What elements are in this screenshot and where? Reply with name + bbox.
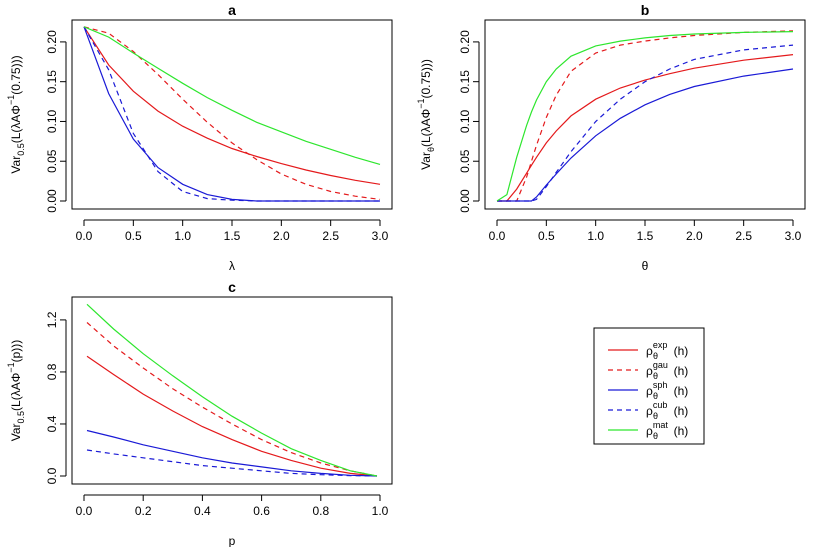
plot-frame (71, 19, 393, 210)
series-line-mat (86, 303, 378, 477)
panel-title: b (641, 2, 650, 18)
series-line-exp (83, 26, 381, 185)
series-line-gau (83, 26, 381, 200)
x-axis-label: θ (642, 259, 649, 273)
x-axis-label: λ (229, 259, 235, 273)
x-tick-label: 0.0 (76, 504, 93, 518)
panel-a: a 0.0 0.5 1.0 1.5 2.0 2.5 3.0 0.00 0.05 0.10 0.15 0.… (6, 2, 393, 273)
y-tick-label: 0.4 (45, 415, 59, 432)
x-tick-label: 0.6 (253, 504, 270, 518)
series-line-mat (496, 31, 794, 202)
x-tick-label: 1.0 (587, 229, 604, 243)
x-axis-label: p (229, 534, 236, 547)
y-tick-label: 0.20 (458, 30, 472, 54)
x-tick-label: 1.0 (174, 229, 191, 243)
series-line-cub (83, 26, 380, 202)
x-tick-label: 1.0 (372, 504, 389, 518)
x-tick-label: 2.0 (273, 229, 290, 243)
panel-c: c 0.0 0.2 0.4 0.6 0.8 1.0 0.0 0.4 0.8 1.2 p Var0.5(L… (6, 279, 393, 547)
y-tick-label: 0.05 (45, 149, 59, 173)
legend-label-exp: ρexp θ (h) (646, 340, 688, 361)
x-tick-label: 0.4 (194, 504, 211, 518)
series-line-sph (497, 68, 794, 202)
y-tick-label: 0.8 (45, 363, 59, 380)
y-tick-label: 0.15 (45, 70, 59, 94)
x-tick-label: 0.5 (125, 229, 142, 243)
y-axis-label: Varθ(L(λAΦ−1(0.75))) (416, 59, 436, 170)
y-tick-label: 0.10 (45, 109, 59, 133)
panel-b: b 0.0 0.5 1.0 1.5 2.0 2.5 3.0 0.00 0.05 0.10 0.15 0.… (416, 2, 806, 273)
y-axis-label: Var0.5(L(λAΦ−1(0.75))) (6, 55, 26, 173)
series-line-exp (497, 54, 794, 202)
x-tick-label: 0.8 (312, 504, 329, 518)
x-tick-label: 1.5 (224, 229, 241, 243)
panel-title: a (228, 2, 236, 18)
legend-label-mat: ρmat θ (h) (646, 420, 688, 441)
series-line-sph (86, 429, 378, 477)
x-tick-label: 0.5 (538, 229, 555, 243)
legend: ρexp θ (h)ρgau θ (h)ρsph θ (h)ρcub θ (h)ρmat θ (h) (593, 327, 705, 445)
legend-label-sph: ρsph θ (h) (646, 380, 688, 401)
y-axis-label: Var0.5(L(λAΦ−1(p))) (6, 340, 26, 442)
series-line-gau (497, 30, 794, 202)
series-line-cub (497, 44, 794, 202)
y-tick-label: 1.2 (45, 311, 59, 328)
series-line-gau (86, 322, 378, 477)
x-tick-label: 0.0 (489, 229, 506, 243)
plot-frame (71, 296, 393, 485)
plot-frame (484, 19, 806, 210)
x-tick-label: 1.5 (637, 229, 654, 243)
x-tick-label: 3.0 (785, 229, 802, 243)
series-line-cub (86, 449, 378, 477)
x-tick-label: 2.5 (322, 229, 339, 243)
x-tick-label: 0.2 (135, 504, 152, 518)
legend-label-cub: ρcub θ (h) (646, 400, 688, 421)
x-tick-label: 2.5 (735, 229, 752, 243)
series-line-exp (86, 355, 378, 477)
y-tick-label: 0.20 (45, 30, 59, 54)
y-tick-label: 0.10 (458, 109, 472, 133)
x-tick-label: 3.0 (372, 229, 389, 243)
y-tick-label: 0.15 (458, 70, 472, 94)
y-tick-label: 0.0 (45, 467, 59, 484)
legend-label-gau: ρgau θ (h) (646, 360, 688, 381)
y-tick-label: 0.05 (458, 149, 472, 173)
panel-title: c (228, 279, 236, 295)
series-line-sph (83, 26, 380, 202)
y-tick-label: 0.00 (45, 189, 59, 213)
y-tick-label: 0.00 (458, 189, 472, 213)
x-tick-label: 2.0 (686, 229, 703, 243)
x-tick-label: 0.0 (76, 229, 93, 243)
series-line-mat (83, 26, 381, 165)
legend-box (593, 327, 705, 445)
